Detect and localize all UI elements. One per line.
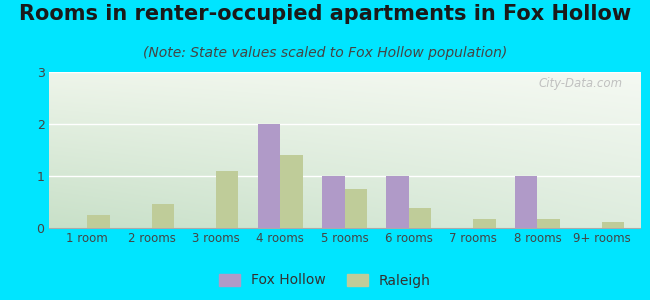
Text: Rooms in renter-occupied apartments in Fox Hollow: Rooms in renter-occupied apartments in F…	[19, 4, 631, 25]
Bar	[344, 189, 367, 228]
Bar	[280, 155, 303, 228]
Bar	[257, 124, 280, 228]
Bar	[473, 219, 495, 228]
Text: City-Data.com: City-Data.com	[538, 77, 623, 90]
Bar	[386, 176, 409, 228]
Bar	[602, 222, 624, 228]
Bar	[515, 176, 538, 228]
Bar	[322, 176, 344, 228]
Bar	[216, 171, 239, 228]
Text: (Note: State values scaled to Fox Hollow population): (Note: State values scaled to Fox Hollow…	[143, 46, 507, 61]
Bar	[87, 215, 110, 228]
Legend: Fox Hollow, Raleigh: Fox Hollow, Raleigh	[214, 268, 436, 293]
Bar	[538, 219, 560, 228]
Bar	[409, 208, 432, 228]
Bar	[151, 204, 174, 228]
